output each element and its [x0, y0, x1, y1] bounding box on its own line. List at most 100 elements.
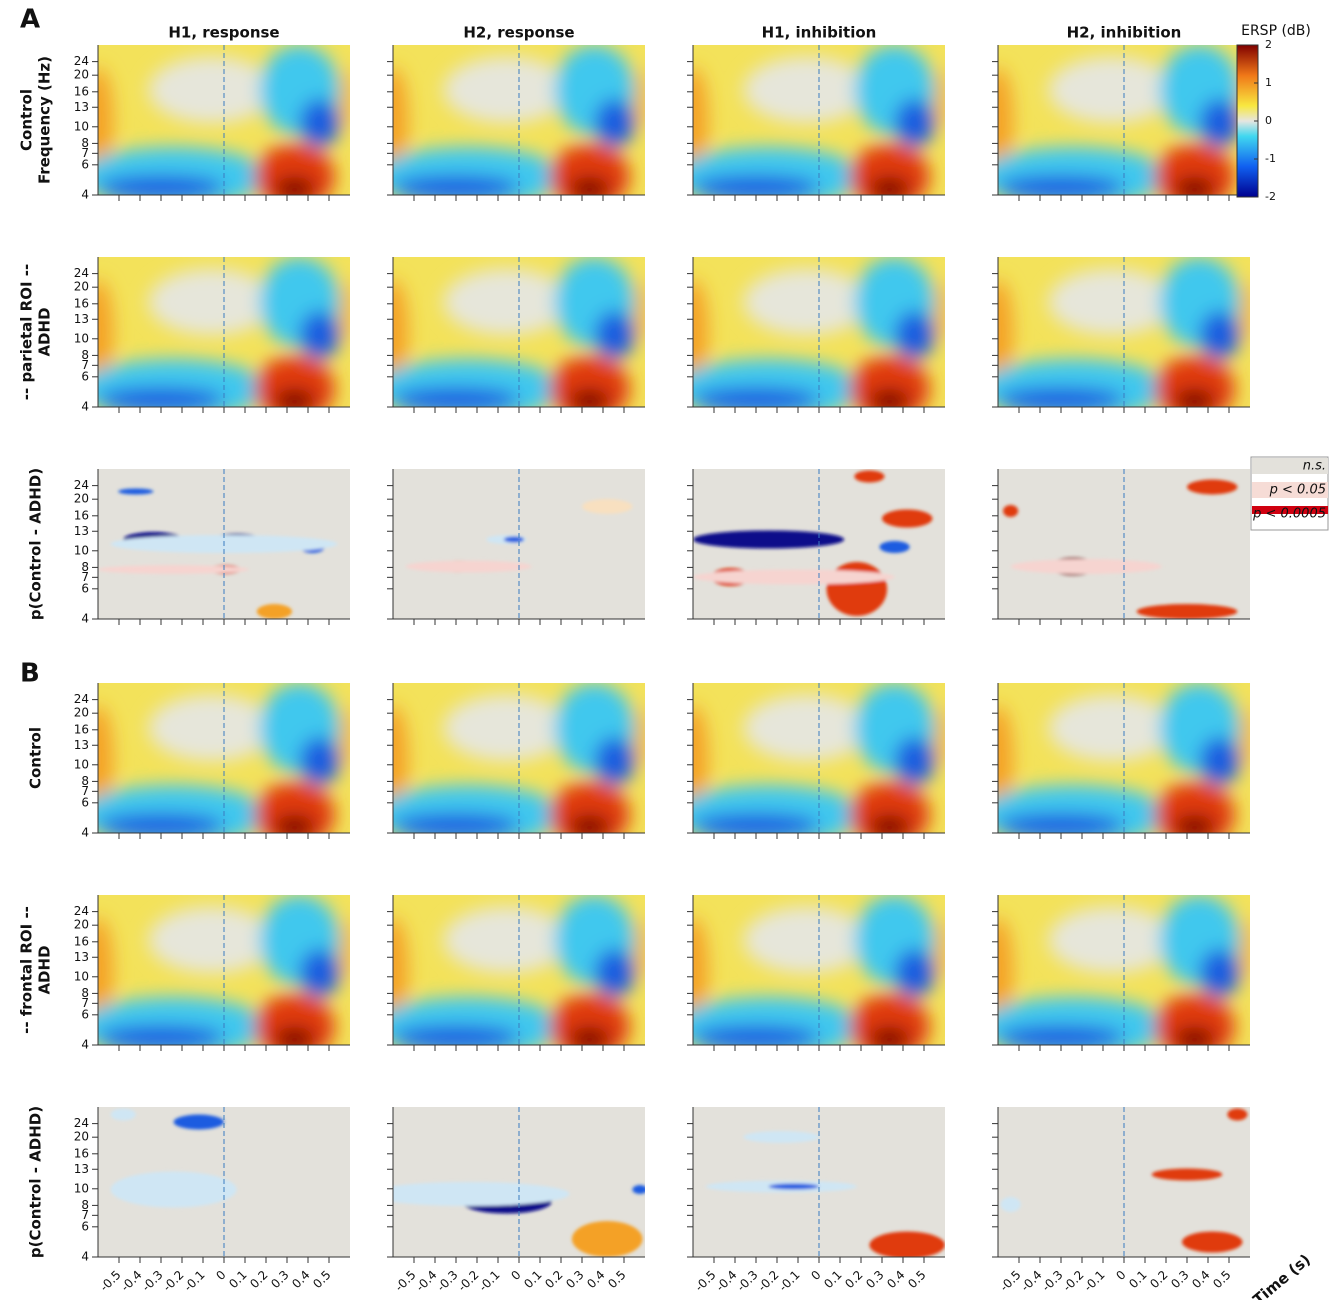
blob — [254, 994, 335, 1045]
column-title: H2, inhibition — [1067, 24, 1182, 42]
y-tick-label: 10 — [74, 969, 89, 983]
row-label: -- parietal ROI -- — [18, 264, 36, 400]
y-tick-label: 8 — [81, 560, 89, 574]
blob — [693, 387, 819, 407]
blob — [1174, 815, 1215, 833]
y-tick-label: 6 — [81, 1219, 89, 1233]
x-axis-title: Time (s) — [1249, 1251, 1313, 1300]
heatmap-blobs — [693, 683, 945, 833]
x-tick-label: 0.4 — [289, 1268, 312, 1291]
heatmap — [693, 257, 945, 407]
row-label: ADHD — [36, 945, 54, 994]
blob — [743, 269, 870, 335]
blob — [693, 530, 845, 549]
heatmap-blobs — [998, 683, 1250, 833]
y-tick-label: 20 — [74, 918, 89, 932]
x-tick-label: -0.3 — [734, 1268, 760, 1294]
blob — [443, 695, 570, 761]
p-legend-label: p < 0.05 — [1269, 483, 1326, 498]
blob — [110, 1108, 136, 1121]
heatmap-blobs — [1003, 479, 1238, 619]
heatmap-blobs — [693, 257, 945, 407]
x-tick-label: -0.2 — [160, 1268, 186, 1294]
blob — [569, 815, 610, 833]
blob — [1174, 1027, 1215, 1045]
p-legend-label: n.s. — [1303, 459, 1326, 474]
x-tick-label: 0.2 — [247, 1268, 270, 1291]
blob — [849, 994, 930, 1045]
y-tick-label: 6 — [81, 369, 89, 383]
heatmap — [998, 895, 1250, 1045]
blob — [1227, 1108, 1248, 1121]
heatmap-blobs — [98, 257, 350, 407]
y-tick-label: 10 — [74, 331, 89, 345]
blob — [254, 356, 335, 407]
blob — [1154, 782, 1235, 833]
x-tick-label: 0.1 — [1126, 1268, 1149, 1291]
blob — [743, 695, 870, 761]
row-label: Control — [18, 89, 36, 151]
blob — [549, 994, 630, 1045]
blob — [998, 175, 1124, 195]
p-legend: n.s. p < 0.05 p < 0.0005 — [1250, 456, 1329, 531]
y-tick-label: 7 — [81, 570, 89, 584]
x-tick-label: 0.4 — [1189, 1268, 1212, 1291]
blob — [148, 907, 275, 973]
x-tick-label: 0.2 — [542, 1268, 565, 1291]
blob — [869, 177, 910, 195]
blob — [594, 99, 635, 147]
blob — [393, 705, 409, 811]
blob — [569, 1027, 610, 1045]
blob — [299, 737, 340, 785]
y-tick-label: 13 — [74, 738, 89, 752]
blob — [937, 279, 945, 340]
column-title: H1, response — [168, 24, 279, 42]
colorbar-tick-label: 0 — [1265, 114, 1272, 127]
x-tick-label: -0.1 — [181, 1268, 207, 1294]
blob — [637, 279, 645, 340]
heatmap-blobs — [693, 45, 945, 195]
heatmap-blobs — [693, 470, 933, 616]
heatmap — [998, 257, 1250, 407]
blob — [569, 389, 610, 407]
y-tick-label: 4 — [81, 826, 89, 840]
blob — [637, 67, 645, 128]
x-tick-label: 0.5 — [905, 1268, 928, 1291]
x-tick-label: -0.4 — [413, 1268, 439, 1294]
x-tick-label: -0.1 — [1081, 1268, 1107, 1294]
blob — [998, 67, 1014, 173]
y-tick-label: 8 — [81, 986, 89, 1000]
blob — [582, 499, 633, 514]
blob — [1174, 389, 1215, 407]
blob — [443, 269, 570, 335]
y-tick-label: 20 — [74, 1130, 89, 1144]
heatmap-blobs — [393, 45, 645, 195]
x-tick-label: -0.4 — [118, 1268, 144, 1294]
blob — [637, 917, 645, 978]
blob — [110, 1171, 237, 1208]
x-tick-label: -0.5 — [997, 1268, 1023, 1294]
heatmap — [393, 895, 645, 1045]
heatmap-blobs — [405, 499, 633, 573]
heatmap-blobs — [393, 895, 645, 1045]
y-tick-label: 8 — [81, 1198, 89, 1212]
blob — [98, 175, 224, 195]
blob — [98, 565, 250, 574]
p-legend-label: p < 0.0005 — [1252, 507, 1326, 522]
blob — [632, 1185, 645, 1194]
heatmap-blobs — [998, 257, 1250, 407]
row-label: Control — [27, 727, 45, 789]
y-tick-label: 16 — [74, 1146, 89, 1160]
blob — [1010, 559, 1162, 574]
blob — [393, 917, 409, 1023]
blob — [1199, 311, 1240, 359]
y-tick-label: 13 — [74, 950, 89, 964]
x-tick-label: -0.2 — [455, 1268, 481, 1294]
blob — [894, 737, 935, 785]
heatmap — [393, 683, 645, 833]
blob — [173, 1114, 224, 1130]
blob — [693, 175, 819, 195]
blob — [98, 705, 114, 811]
x-tick-label: 0.5 — [605, 1268, 628, 1291]
